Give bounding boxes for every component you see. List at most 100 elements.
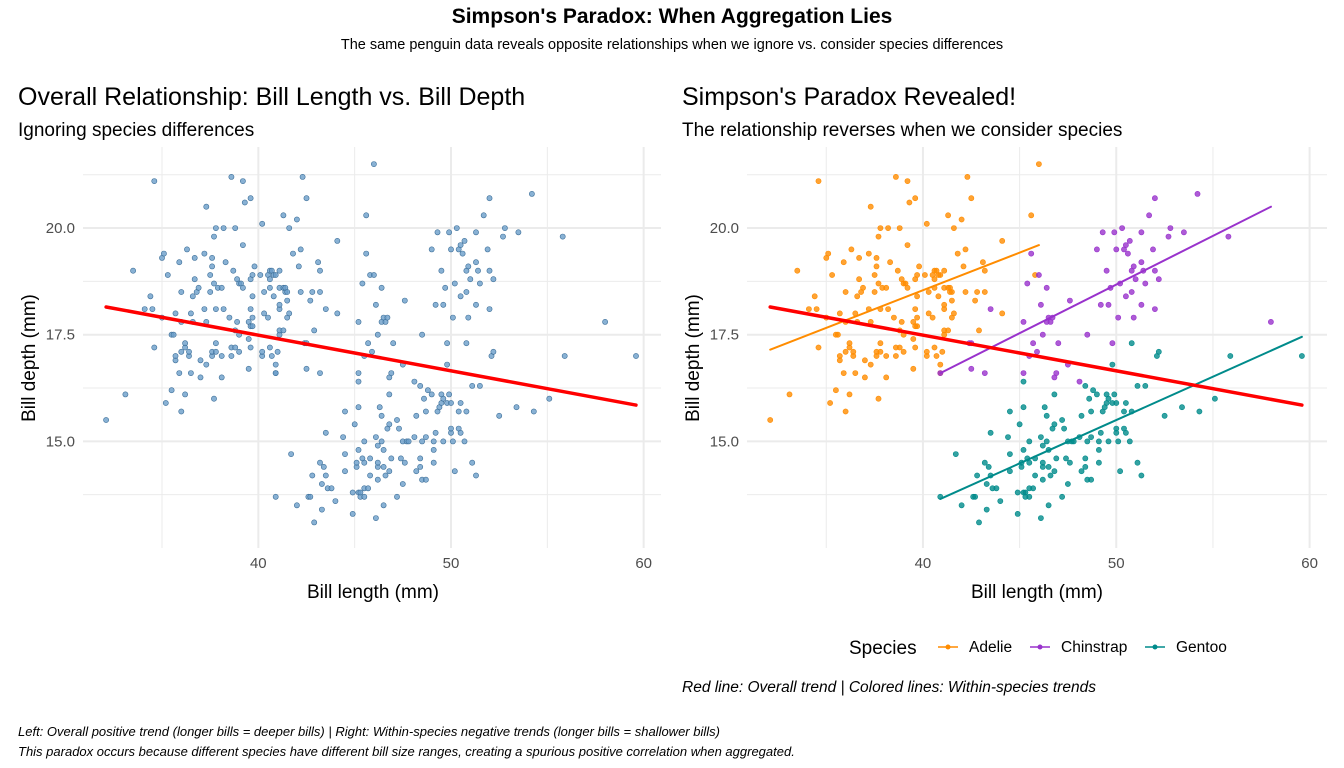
overall-point [446, 229, 452, 236]
y-tick-label: 17.5 [46, 327, 75, 344]
overall-point [486, 267, 493, 274]
overall-point [378, 438, 385, 445]
overall-point [259, 348, 266, 355]
overall-point [236, 348, 242, 355]
overall-point [228, 173, 235, 180]
caption-line-1: Left: Overall positive trend (longer bil… [18, 724, 720, 739]
overall-point [394, 493, 400, 500]
adelie-point [912, 195, 919, 202]
overall-point [378, 284, 385, 291]
overall-point [176, 370, 183, 376]
overall-point [457, 293, 464, 300]
overall-point [280, 212, 287, 219]
overall-point [266, 276, 273, 283]
overall-point [444, 361, 450, 368]
adelie-point [945, 212, 951, 219]
overall-point [465, 314, 472, 321]
overall-point [448, 246, 454, 253]
overall-point [473, 472, 479, 479]
chinstrap-point [1103, 267, 1110, 274]
overall-point [469, 459, 476, 466]
left-panel-title: Overall Relationship: Bill Length vs. Bi… [18, 83, 525, 111]
overall-point [293, 216, 300, 223]
gentoo-point [1007, 451, 1013, 457]
y-tick-label: 15.0 [710, 433, 739, 450]
overall-point [297, 246, 304, 253]
overall-point [334, 237, 341, 244]
overall-point [203, 361, 210, 368]
left-gridlines [83, 147, 661, 548]
overall-point [222, 259, 229, 266]
gentoo-point [997, 498, 1004, 504]
overall-point [307, 493, 314, 500]
overall-point [473, 301, 479, 308]
overall-point [382, 472, 389, 479]
overall-point [232, 344, 239, 351]
gentoo-point [1039, 459, 1046, 466]
adelie-point [875, 280, 882, 287]
overall-point [386, 421, 393, 428]
overall-point [440, 301, 447, 308]
adelie-point [813, 306, 820, 312]
overall-point [164, 272, 171, 278]
adelie-point [862, 357, 868, 364]
overall-point [239, 178, 246, 184]
chinstrap-point [1152, 267, 1158, 274]
chinstrap-point [1165, 233, 1172, 240]
adelie-point [916, 263, 922, 270]
overall-point [178, 348, 185, 355]
adelie-point [980, 259, 986, 266]
gentoo-point [1082, 382, 1089, 389]
overall-point [602, 318, 608, 325]
right-y-tick-labels: 15.0 17.5 20.0 [710, 220, 739, 450]
adelie-point [914, 293, 920, 300]
overall-point [413, 468, 420, 475]
gentoo-point [1113, 425, 1120, 432]
adelie-point [931, 344, 938, 351]
gentoo-point [958, 502, 965, 509]
overall-point [201, 306, 208, 312]
overall-point [311, 327, 318, 334]
adelie-point [904, 178, 911, 184]
overall-point [461, 237, 468, 244]
x-tick-label: 40 [915, 555, 932, 572]
overall-point [249, 293, 256, 300]
overall-point [309, 289, 316, 295]
adelie-point [941, 267, 948, 274]
overall-point [322, 306, 329, 312]
gentoo-point [1016, 421, 1023, 428]
overall-point [453, 225, 460, 231]
adelie-point [906, 199, 913, 206]
adelie-point [914, 323, 920, 330]
overall-point [417, 455, 424, 462]
chinstrap-point [1138, 259, 1145, 266]
legend-label: Adelie [969, 639, 1012, 656]
overall-point [428, 246, 435, 253]
gentoo-point [1026, 493, 1033, 500]
gentoo-point [976, 519, 982, 526]
overall-point [430, 446, 437, 453]
overall-point [430, 459, 437, 466]
overall-point [178, 289, 185, 295]
overall-point [334, 310, 341, 317]
overall-point [151, 344, 158, 351]
adelie-point [883, 374, 890, 381]
overall-point [490, 348, 497, 355]
chinstrap-point [1130, 263, 1137, 270]
gentoo-point [1111, 391, 1118, 398]
overall-point [349, 489, 356, 496]
gentoo-point [1088, 476, 1094, 483]
overall-point [182, 391, 188, 398]
overall-point [361, 493, 368, 500]
gentoo-point [1051, 468, 1058, 475]
chinstrap-point [1020, 370, 1027, 376]
gentoo-point [1059, 417, 1065, 423]
overall-point [438, 267, 445, 274]
adelie-point [827, 400, 833, 406]
overall-point [355, 446, 362, 453]
overall-point [361, 438, 368, 445]
chinstrap-point [1152, 306, 1158, 312]
overall-point [191, 254, 198, 261]
adelie-point [951, 310, 957, 317]
overall-point [311, 519, 318, 526]
